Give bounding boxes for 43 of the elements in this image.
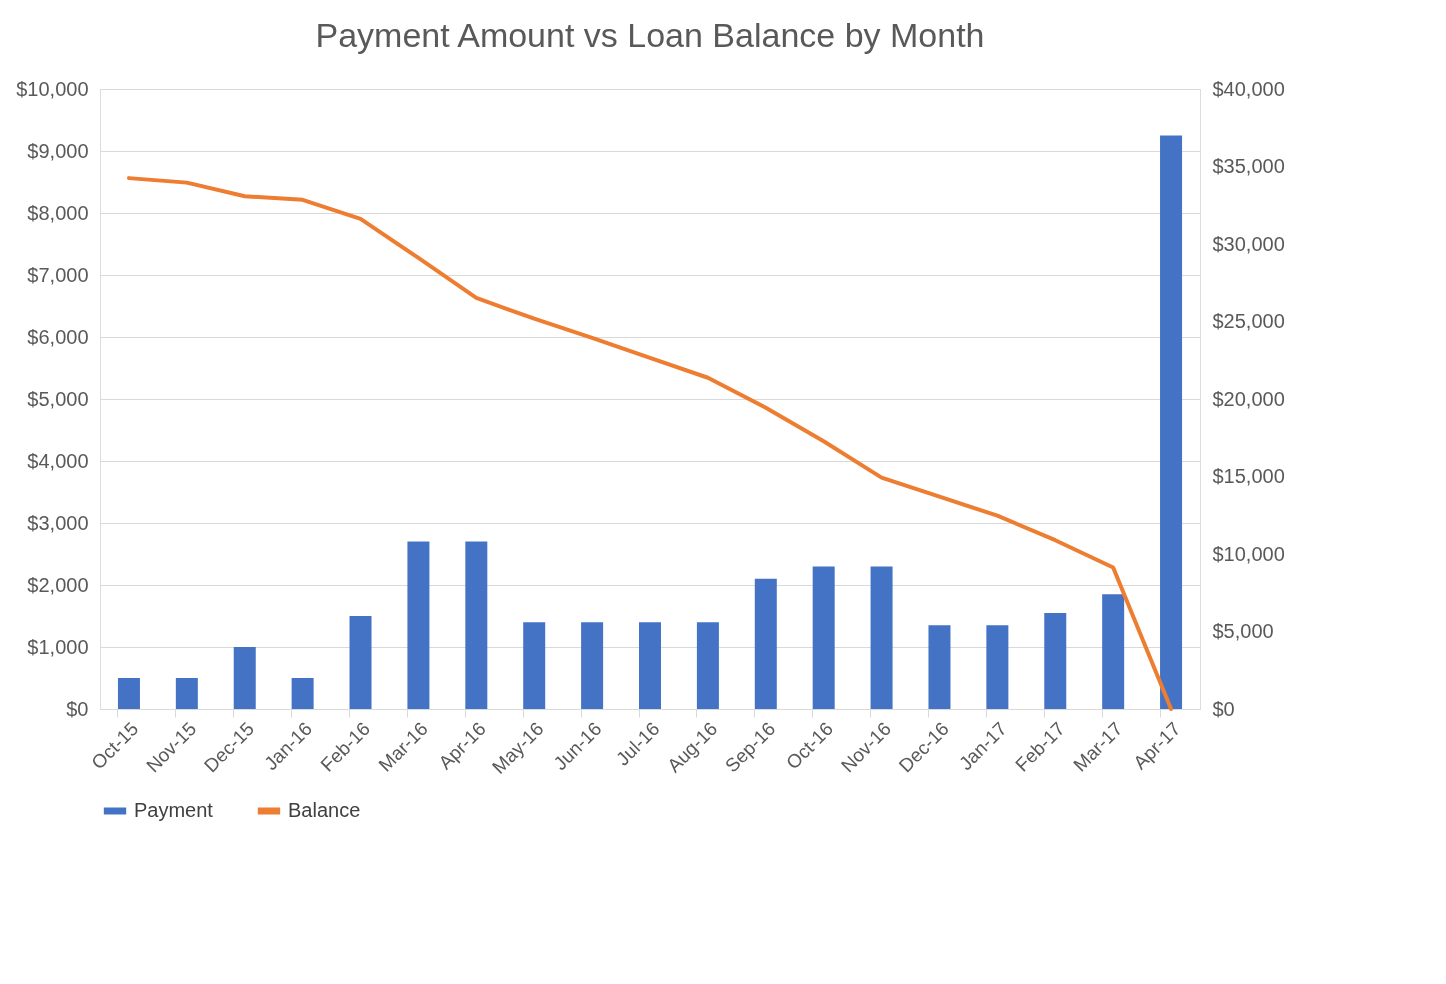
y-tick-label: $8,000 [27,201,89,224]
y-tick-label: $3,000 [27,511,89,534]
y2-tick-label: $10,000 [1212,542,1285,565]
line-series [126,176,1174,711]
y2-tick-label: $15,000 [1212,465,1285,487]
y-tick-label: $5,000 [27,387,89,410]
bar [696,622,719,709]
y-tick-label: $9,000 [27,139,89,162]
bar [175,678,198,709]
y2-tick-label: $5,000 [1212,620,1274,642]
bar [581,622,604,709]
bar [407,541,430,709]
bar [291,678,314,709]
bar [523,622,546,709]
bar [117,678,140,709]
bar [349,616,372,709]
bar [465,541,488,709]
y2-tick-label: $25,000 [1212,310,1285,332]
y-tick-label: $4,000 [27,449,89,472]
y2-tick-label: $20,000 [1212,387,1285,410]
bar [639,622,661,709]
bar [1102,594,1125,709]
bar [870,566,893,709]
y2-tick-label: $40,000 [1212,77,1285,100]
chart-title: Payment Amount vs Loan Balance by Month [315,16,985,54]
legend-label: Balance [288,799,361,821]
y-tick-label: $6,000 [27,325,89,348]
bar [233,647,256,709]
y-tick-label: $1,000 [27,635,89,658]
y-tick-label: $10,000 [16,77,89,100]
y-tick-label: $0 [66,697,89,720]
y2-tick-label: $30,000 [1212,232,1285,255]
y2-tick-label: $0 [1212,697,1235,720]
legend-label: Payment [134,799,214,821]
bar [1044,612,1067,709]
bar [754,578,777,709]
y-tick-label: $2,000 [27,573,89,596]
y-tick-label: $7,000 [27,263,89,286]
y2-tick-label: $35,000 [1212,155,1285,177]
bar [928,625,951,709]
bar [1160,135,1183,709]
bar [986,625,1009,709]
bar [812,566,835,709]
